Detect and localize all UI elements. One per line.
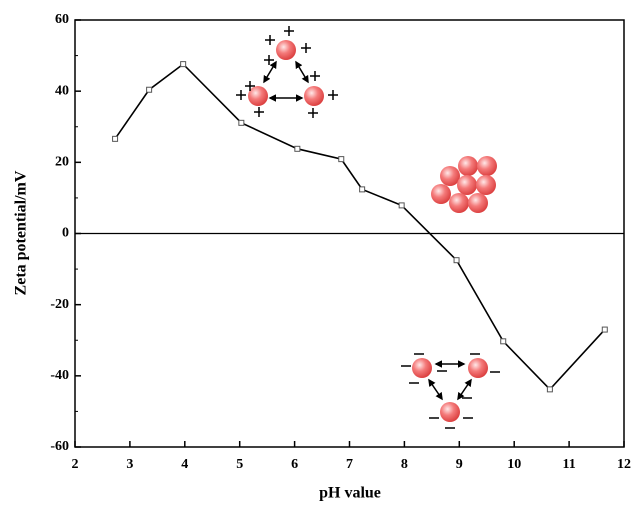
x-tick-label: 11 bbox=[562, 457, 575, 472]
x-tick-label: 12 bbox=[617, 457, 631, 472]
y-tick-label: 20 bbox=[55, 155, 69, 170]
x-tick-label: 5 bbox=[236, 457, 243, 472]
illustration-aggregate bbox=[431, 156, 497, 213]
data-point bbox=[398, 202, 405, 209]
data-point bbox=[146, 86, 153, 93]
x-tick-label: 6 bbox=[291, 457, 298, 472]
illustration-positive bbox=[236, 26, 338, 118]
y-tick-label: -40 bbox=[50, 368, 69, 383]
data-point bbox=[112, 135, 119, 142]
y-tick-label: -60 bbox=[50, 439, 69, 454]
y-tick-label: 40 bbox=[55, 83, 69, 98]
x-tick-label: 4 bbox=[181, 457, 188, 472]
data-point bbox=[500, 338, 507, 345]
y-tick-label: -20 bbox=[50, 297, 69, 312]
x-tick-label: 2 bbox=[72, 457, 79, 472]
x-tick-label: 3 bbox=[126, 457, 133, 472]
data-point bbox=[359, 186, 366, 193]
y-tick-label: 0 bbox=[62, 226, 69, 241]
data-point bbox=[546, 386, 553, 393]
y-axis-label: Zeta potential/mV bbox=[13, 170, 30, 295]
data-point bbox=[180, 61, 187, 68]
x-tick-label: 7 bbox=[346, 457, 353, 472]
y-tick-label: 60 bbox=[55, 12, 69, 27]
x-tick-label: 8 bbox=[401, 457, 408, 472]
data-point bbox=[601, 326, 608, 333]
data-point bbox=[453, 257, 460, 264]
data-point bbox=[294, 145, 301, 152]
x-tick-label: 9 bbox=[456, 457, 463, 472]
data-point bbox=[338, 156, 345, 163]
illustration-negative bbox=[401, 353, 500, 429]
x-axis-label: pH value bbox=[319, 485, 381, 502]
data-point bbox=[238, 119, 245, 126]
data-line bbox=[114, 63, 606, 391]
x-tick-label: 10 bbox=[507, 457, 521, 472]
